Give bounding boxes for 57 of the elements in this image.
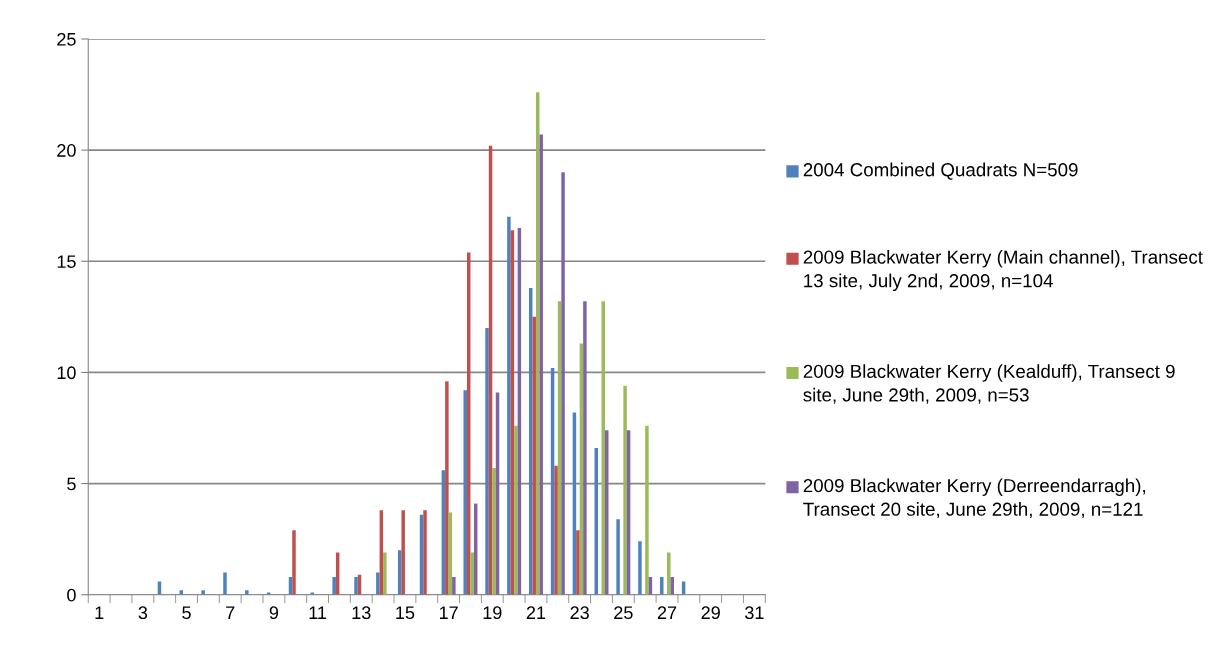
x-tick-label: 31 [745, 606, 764, 620]
x-tick-label: 9 [269, 606, 279, 620]
bar [616, 519, 620, 595]
x-tick-label: 7 [226, 606, 235, 619]
x-tick-label: 21 [526, 606, 546, 619]
bar [667, 552, 671, 595]
y-tick-label: 10 [57, 366, 76, 380]
bar [383, 552, 387, 595]
bar [470, 552, 474, 595]
bar [532, 316, 536, 595]
x-tick-label: 3 [138, 606, 148, 620]
x-tick-label: 23 [570, 606, 589, 620]
y-tick-label: 0 [67, 588, 76, 602]
bar [539, 134, 543, 595]
bar [554, 465, 558, 595]
bar [423, 510, 427, 595]
bar [223, 572, 227, 595]
bar [601, 301, 605, 595]
y-tick-label: 5 [67, 477, 76, 491]
bar [354, 576, 358, 595]
bar [292, 530, 296, 595]
x-tick-label: 13 [352, 606, 371, 620]
y-tick-label: 15 [57, 255, 76, 268]
legend-label: 2004 Combined Quadrats N=509 [803, 162, 1078, 180]
bar [245, 590, 249, 595]
x-tick-label: 11 [309, 606, 327, 619]
bar [623, 385, 627, 595]
x-tick-label: 29 [701, 606, 720, 620]
bar [463, 390, 467, 595]
legend-label: 2009 Blackwater Kerry (Main channel), Transect 13 site, July 2nd, 2009, n=104 [803, 249, 1203, 292]
y-tick-label: 20 [57, 144, 76, 157]
bar [492, 468, 496, 595]
bar [576, 530, 580, 595]
bar [507, 216, 511, 595]
bar [485, 327, 489, 595]
x-tick-label: 17 [439, 606, 458, 619]
bar [645, 425, 649, 595]
bar [583, 301, 587, 595]
legend-label: 2009 Blackwater Kerry (Kealduff), Transect 9 site, June 29th, 2009, n=53 [803, 364, 1175, 404]
bar [660, 576, 664, 595]
x-tick-label: 25 [614, 606, 633, 620]
bar [561, 172, 565, 595]
x-tick-label: 27 [657, 606, 677, 619]
bar [514, 425, 518, 595]
legend-label: 2009 Blackwater Kerry (Derreendarragh), Transect 20 site, June 29th, 2009, n=121 [803, 478, 1145, 519]
y-tick-label: 25 [57, 32, 76, 46]
bar [376, 572, 380, 595]
bar [401, 510, 405, 595]
bar [445, 381, 449, 595]
x-tick-label: 19 [483, 606, 502, 620]
bar [201, 590, 205, 595]
x-tick-label: 15 [396, 606, 415, 620]
bar [638, 541, 642, 595]
x-tick-label: 5 [182, 606, 191, 620]
bar [332, 576, 336, 595]
x-tick-label: 1 [95, 606, 104, 619]
bar [452, 576, 456, 595]
